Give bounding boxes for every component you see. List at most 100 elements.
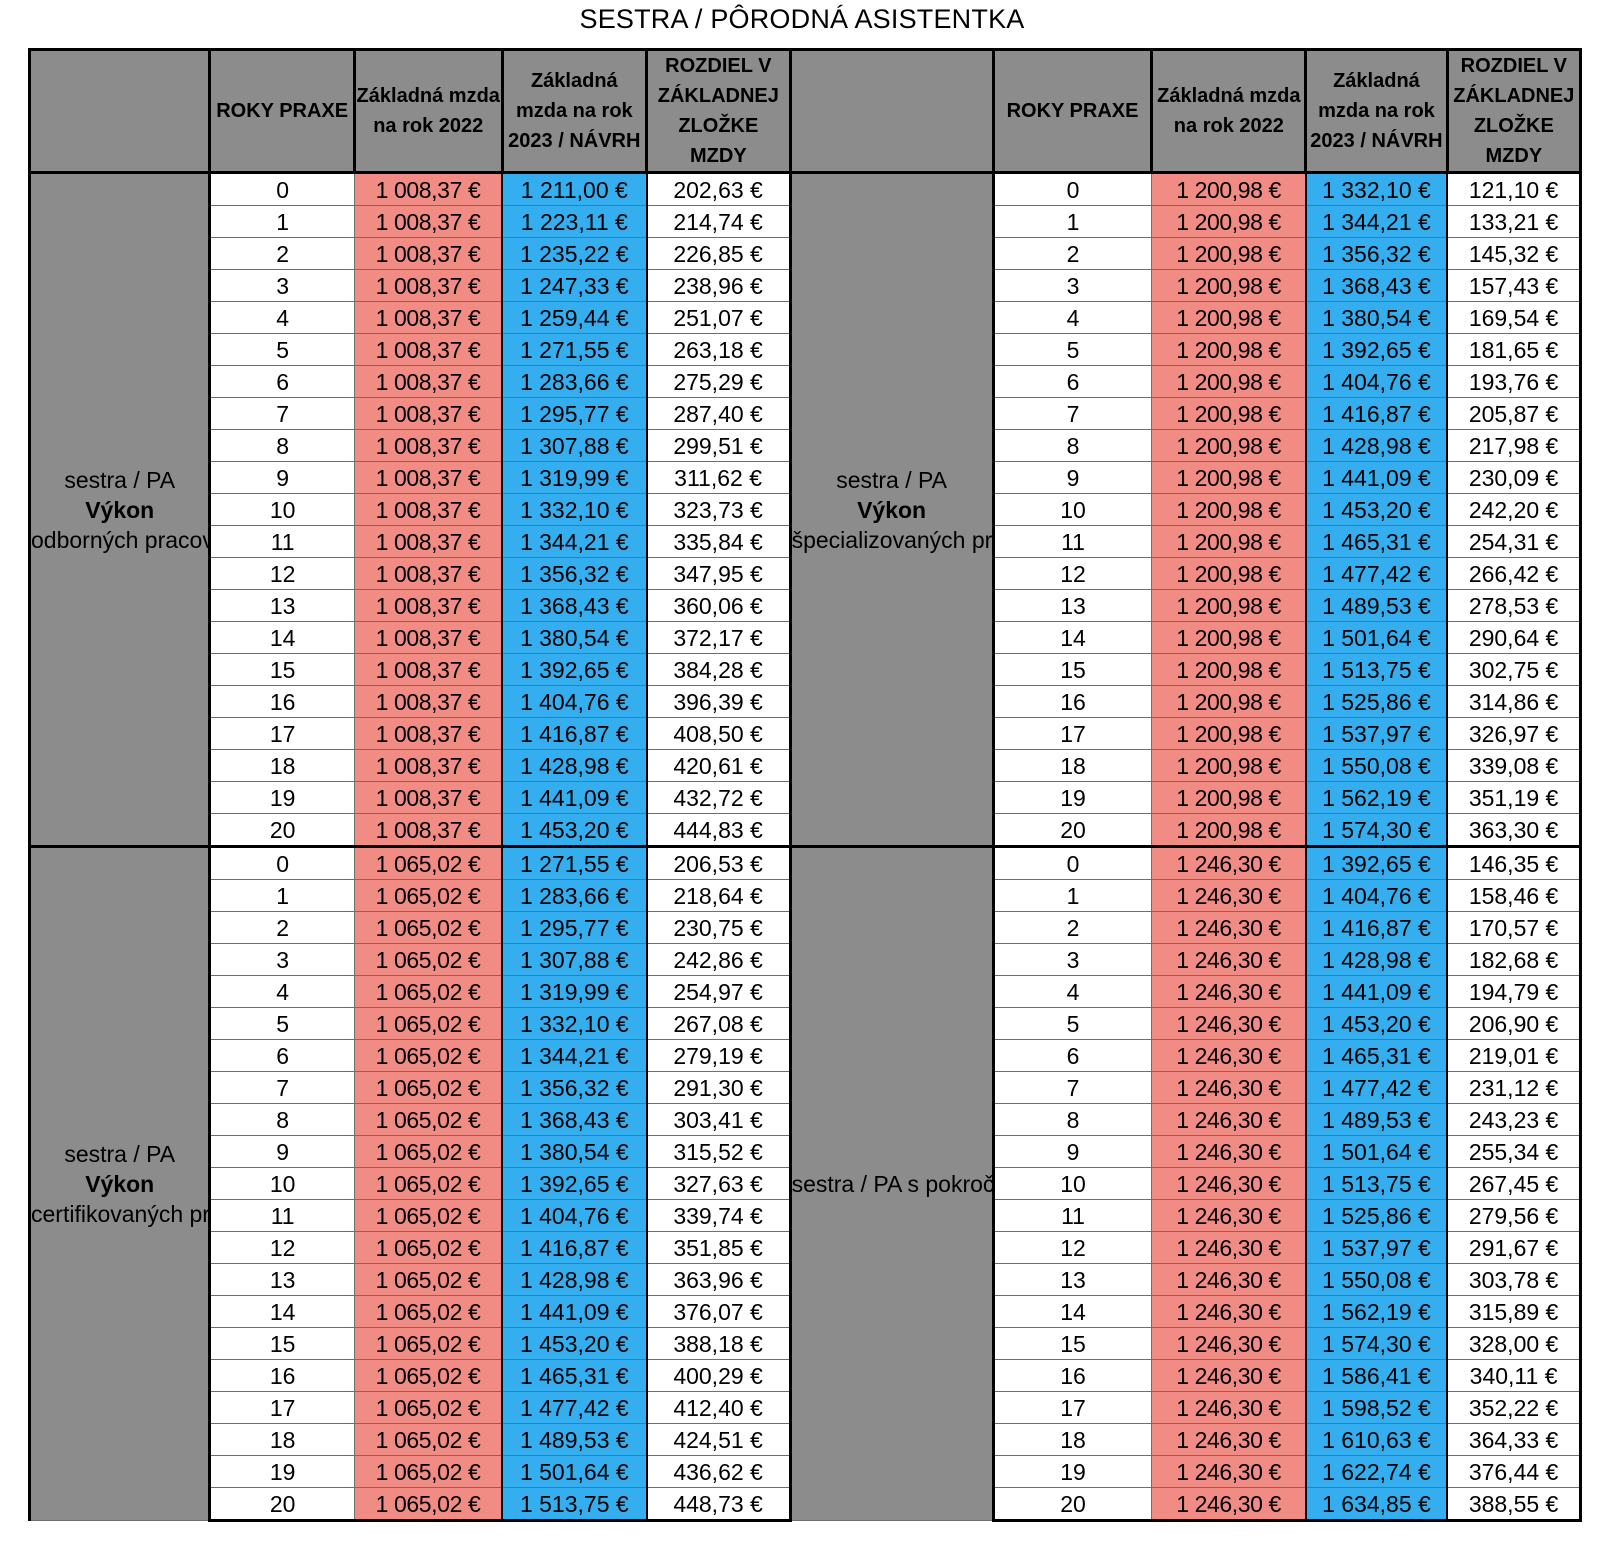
left-years-cell: 5 [208,333,355,366]
left-proposal-2023-cell: 1 513,75 € [502,1487,648,1522]
right-proposal-2023-cell: 1 416,87 € [1305,911,1449,944]
right-years-cell: 14 [991,621,1153,654]
left-difference-cell: 242,86 € [646,943,792,976]
right-difference-cell: 194,79 € [1447,975,1583,1008]
right-proposal-2023-cell: 1 416,87 € [1305,397,1449,430]
table-row: sestra / PA Výkon odborných pracovných čin… [27,171,1583,847]
right-base-2022-cell: 1 200,98 € [1151,493,1307,526]
right-difference-cell: 193,76 € [1447,365,1583,398]
right-years-cell: 6 [991,365,1153,398]
right-proposal-2023-header: Základná mzda na rok 2023 / NÁVRH [1304,48,1449,174]
right-years-cell: 12 [991,1231,1153,1264]
right-base-2022-cell: 1 200,98 € [1151,171,1307,206]
right-base-2022-cell: 1 200,98 € [1151,269,1307,302]
left-base-2022-cell: 1 065,02 € [354,1231,504,1264]
left-proposal-2023-cell: 1 211,00 € [502,171,648,206]
right-base-2022-cell: 1 246,30 € [1151,1231,1307,1264]
left-difference-cell: 372,17 € [646,621,792,654]
right-base-2022-cell: 1 200,98 € [1151,557,1307,590]
right-years-cell: 13 [991,1263,1153,1296]
right-category-description: špecializovaných pracovných činností [791,526,993,553]
left-years-cell: 4 [208,975,355,1008]
right-proposal-2023-cell: 1 441,09 € [1305,461,1449,494]
left-difference-cell: 238,96 € [646,269,792,302]
right-proposal-2023-cell: 1 344,21 € [1305,205,1449,238]
left-base-2022-cell: 1 065,02 € [354,911,504,944]
right-base-2022-cell: 1 200,98 € [1151,685,1307,718]
left-years-cell: 10 [208,493,355,526]
left-proposal-2023-cell: 1 392,65 € [502,653,648,686]
left-proposal-2023-cell: 1 416,87 € [502,1231,648,1264]
table-row: 15 1 065,02 €1 453,20 €388,18 €15 1 246,30… [30,1327,1583,1360]
right-years-cell: 17 [991,1391,1153,1424]
left-years-cell: 14 [208,621,355,654]
left-years-cell: 12 [208,1231,355,1264]
left-base-2022-cell: 1 065,02 € [354,1455,504,1488]
right-difference-cell: 254,31 € [1447,525,1583,558]
left-difference-cell: 291,30 € [646,1071,792,1104]
left-proposal-2023-cell: 1 271,55 € [502,845,648,880]
right-years-cell: 16 [991,1359,1153,1392]
right-base-2022-cell: 1 246,30 € [1151,1103,1307,1136]
right-years-cell: 13 [991,589,1153,622]
left-difference-cell: 323,73 € [646,493,792,526]
right-difference-cell: 255,34 € [1447,1135,1583,1168]
table-row: 12 1 065,02 €1 416,87 €351,85 €12 1 246,30… [30,1231,1583,1264]
right-category-cell: sestra / PA Výkon špecializovaných pracovn… [788,171,994,847]
left-proposal-2023-cell: 1 441,09 € [502,1295,648,1328]
table-row: 18 1 008,37 €1 428,98 €420,61 €18 1 200,98… [30,749,1583,782]
right-difference-cell: 267,45 € [1447,1167,1583,1200]
right-years-cell: 14 [991,1295,1153,1328]
left-base-2022-cell: 1 065,02 € [354,1263,504,1296]
left-difference-cell: 424,51 € [646,1423,792,1456]
left-proposal-2023-cell: 1 477,42 € [502,1391,648,1424]
left-years-cell: 13 [208,589,355,622]
left-category-title: Výkon [85,1171,155,1197]
right-difference-cell: 352,22 € [1447,1391,1583,1424]
right-proposal-2023-cell: 1 332,10 € [1305,171,1449,206]
left-years-cell: 9 [208,461,355,494]
left-difference-cell: 444,83 € [646,813,792,848]
left-proposal-2023-cell: 1 259,44 € [502,301,648,334]
right-category-role: sestra / PA s pokročilou praxou [791,1171,993,1197]
left-difference-cell: 432,72 € [646,781,792,814]
left-proposal-2023-cell: 1 489,53 € [502,1423,648,1456]
left-proposal-2023-cell: 1 356,32 € [502,1071,648,1104]
right-base-2022-cell: 1 246,30 € [1151,1135,1307,1168]
table-row: 17 1 065,02 €1 477,42 €412,40 €17 1 246,30… [30,1391,1583,1424]
right-difference-header: ROZDIEL V ZÁKLADNEJ ZLOŽKE MZDY [1445,48,1583,174]
right-years-cell: 16 [991,685,1153,718]
right-proposal-2023-cell: 1 622,74 € [1305,1455,1449,1488]
right-base-2022-cell: 1 200,98 € [1151,813,1307,848]
left-base-2022-cell: 1 008,37 € [354,429,504,462]
left-difference-cell: 363,96 € [646,1263,792,1296]
left-category-description: odborných pracovných činností [31,526,210,553]
right-proposal-2023-cell: 1 586,41 € [1305,1359,1449,1392]
right-base-2022-cell: 1 246,30 € [1151,1007,1307,1040]
right-difference-cell: 340,11 € [1447,1359,1583,1392]
left-years-cell: 14 [208,1295,355,1328]
left-difference-cell: 420,61 € [646,749,792,782]
left-difference-header: ROZDIEL V ZÁKLADNEJ ZLOŽKE MZDY [645,48,792,174]
left-base-2022-cell: 1 008,37 € [354,461,504,494]
left-proposal-2023-cell: 1 344,21 € [502,525,648,558]
right-difference-cell: 266,42 € [1447,557,1583,590]
right-base-2022-cell: 1 246,30 € [1151,1359,1307,1392]
table-row: sestra / PA Výkon certifikovaných pracovný… [27,845,1583,1521]
right-difference-cell: 157,43 € [1447,269,1583,302]
right-proposal-2023-cell: 1 501,64 € [1305,1135,1449,1168]
left-difference-cell: 279,19 € [646,1039,792,1072]
table-row: 12 1 008,37 €1 356,32 €347,95 €12 1 200,98… [30,557,1583,590]
left-category-cell: sestra / PA Výkon certifikovaných pracovný… [27,845,210,1521]
right-difference-cell: 364,33 € [1447,1423,1583,1456]
left-years-cell: 1 [208,879,355,912]
right-category-title: Výkon [857,496,927,523]
wage-table: ROKY PRAXE Základná mzda na rok 2022 Zák… [27,48,1583,1522]
left-difference-cell: 436,62 € [646,1455,792,1488]
right-difference-cell: 328,00 € [1447,1327,1583,1360]
left-difference-cell: 202,63 € [646,171,792,206]
